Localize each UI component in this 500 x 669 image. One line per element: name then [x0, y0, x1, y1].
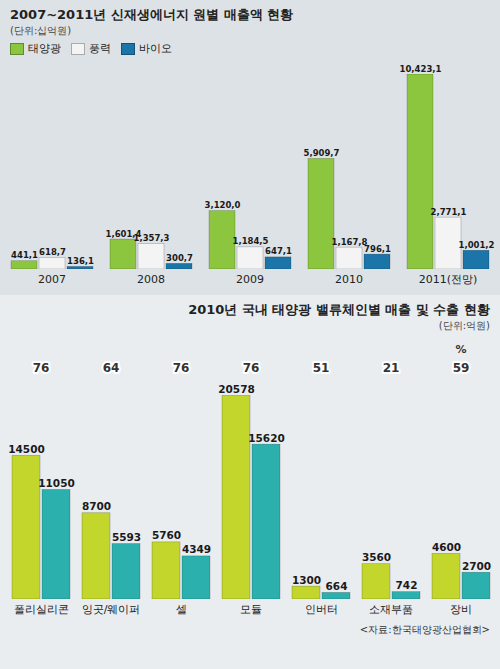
svg-text:4349: 4349 — [182, 543, 211, 555]
svg-text:1300: 1300 — [292, 574, 321, 586]
svg-text:441,1: 441,1 — [11, 250, 38, 260]
svg-text:5760: 5760 — [152, 529, 181, 541]
html-text:(단위:억원): (단위:억원) — [438, 320, 490, 331]
svg-text:모듈: 모듈 — [240, 603, 262, 616]
svg-text:5593: 5593 — [112, 531, 141, 543]
svg-text:1,357,3: 1,357,3 — [133, 233, 169, 243]
svg-text:2008: 2008 — [137, 273, 165, 286]
svg-text:647,1: 647,1 — [265, 246, 292, 256]
svg-text:76: 76 — [243, 361, 260, 375]
svg-text:인버터: 인버터 — [305, 603, 338, 616]
svg-text:742: 742 — [396, 579, 418, 591]
svg-text:76: 76 — [173, 361, 190, 375]
svg-text:76: 76 — [33, 361, 50, 375]
svg-text:4600: 4600 — [432, 541, 461, 553]
svg-text:10,423,1: 10,423,1 — [400, 64, 442, 74]
svg-text:11050: 11050 — [38, 477, 75, 489]
svg-text:3,120,0: 3,120,0 — [204, 200, 240, 210]
svg-text:664: 664 — [326, 580, 348, 592]
svg-text:3560: 3560 — [362, 551, 391, 563]
html-text:태양광: 태양광 — [28, 41, 61, 55]
svg-text:14500: 14500 — [8, 443, 45, 455]
html-text:바이오: 바이오 — [139, 41, 172, 55]
svg-text:1,001,2: 1,001,2 — [458, 240, 494, 250]
svg-text:8700: 8700 — [82, 500, 111, 512]
html-text:<자료:한국태양광산업협회>: <자료:한국태양광산업협회> — [359, 624, 490, 635]
svg-text:796,1: 796,1 — [364, 244, 391, 254]
svg-text:1,167,8: 1,167,8 — [331, 237, 367, 247]
svg-text:1,601,4: 1,601,4 — [105, 228, 142, 239]
svg-text:618,7: 618,7 — [39, 247, 66, 257]
svg-text:2010: 2010 — [335, 273, 363, 286]
svg-text:2007: 2007 — [38, 273, 66, 286]
svg-text:2009: 2009 — [236, 273, 264, 286]
svg-text:21: 21 — [383, 361, 400, 375]
svg-text:1,184,5: 1,184,5 — [232, 236, 268, 246]
svg-text:소재부품: 소재부품 — [369, 603, 413, 616]
svg-text:59: 59 — [453, 361, 470, 375]
svg-text:300,7: 300,7 — [166, 253, 193, 263]
svg-text:20578: 20578 — [218, 383, 255, 395]
svg-text:136,1: 136,1 — [67, 256, 94, 266]
html-text:풍력: 풍력 — [89, 41, 111, 55]
svg-text:51: 51 — [313, 361, 330, 375]
svg-text:%: % — [455, 343, 466, 356]
svg-text:15620: 15620 — [248, 432, 285, 444]
svg-text:64: 64 — [103, 361, 120, 375]
svg-text:5,909,7: 5,909,7 — [303, 148, 339, 158]
svg-text:폴리실리콘: 폴리실리콘 — [14, 603, 69, 616]
svg-text:셀: 셀 — [176, 603, 187, 616]
html-text:2010년 국내 태양광 밸류체인별 매출 및 수출 현황: 2010년 국내 태양광 밸류체인별 매출 및 수출 현황 — [188, 302, 490, 317]
html-text:(단위:십억원): (단위:십억원) — [10, 25, 72, 36]
svg-text:잉곳/웨이퍼: 잉곳/웨이퍼 — [82, 603, 141, 616]
svg-text:장비: 장비 — [450, 603, 472, 616]
svg-text:2011(전망): 2011(전망) — [419, 273, 478, 286]
html-text:2007~2011년 신재생에너지 원별 매출액 현황: 2007~2011년 신재생에너지 원별 매출액 현황 — [10, 7, 294, 22]
svg-text:2,771,1: 2,771,1 — [430, 207, 466, 217]
svg-text:2700: 2700 — [462, 560, 491, 572]
